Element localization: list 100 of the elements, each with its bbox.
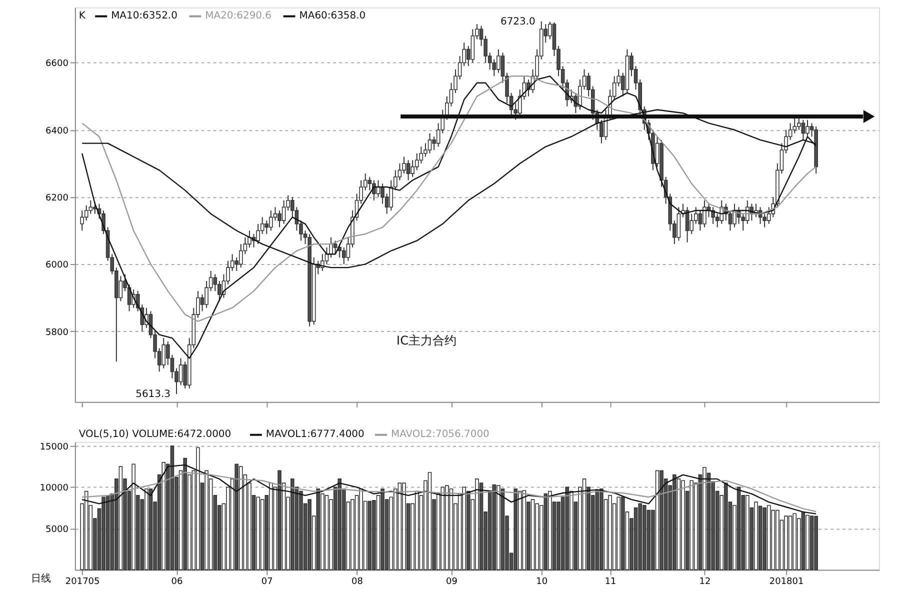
candlestick [676,206,681,242]
candlestick [728,210,732,232]
bar [414,490,419,570]
x-tick-label: 10 [536,577,548,588]
candlestick [162,338,166,369]
y-tick-label: 10000 [40,484,69,494]
y-tick-label: 6400 [46,126,69,136]
bar [196,447,200,570]
bar [681,480,685,570]
candlestick [84,204,88,222]
candlestick [372,180,376,201]
annotation: IC主力合约 [396,334,456,348]
bar [766,504,771,570]
legend-label: MA10:6352.0 [111,10,178,22]
bar [440,486,445,570]
bar [788,516,792,570]
candlestick [436,122,440,148]
candlestick [578,79,582,110]
candlestick [282,200,286,224]
candlestick [732,203,736,228]
bar [118,466,123,570]
bar [475,478,479,570]
bar [642,504,646,570]
bar [806,514,810,570]
bar [380,488,384,570]
candlestick [380,183,384,204]
candlestick [278,210,282,228]
bar [162,462,166,570]
candlestick [428,132,432,154]
candlestick [80,210,84,232]
candlestick [213,274,218,292]
candlestick [424,142,428,158]
bar [260,499,264,570]
bar [608,495,612,570]
bar [402,482,406,570]
y-tick-label: 6600 [46,59,69,70]
bar [518,490,522,570]
candlestick [470,28,475,64]
bar [256,496,260,570]
y-tick-label: 5800 [46,328,69,338]
bar [660,470,664,570]
x-tick-label: 11 [604,577,616,588]
bar [530,499,535,570]
bar [324,495,329,570]
bar [338,478,342,570]
x-tick-label: 06 [171,577,183,588]
bar [398,482,402,570]
bar [522,490,526,570]
candlestick [256,223,260,245]
bar [428,472,432,570]
bar [595,490,600,570]
candlestick [248,230,252,248]
candlestick [389,180,394,211]
bar [776,510,780,570]
annotation: K [78,10,86,22]
bar [758,506,762,570]
bar [754,502,758,570]
bar [144,488,148,570]
x-tick-label: 12 [699,577,711,588]
legend-label: MAVOL1:6777.4000 [266,428,364,440]
bar [548,490,552,570]
line-series [81,464,817,514]
x-tick-label: 07 [261,577,273,588]
x-tick-label: 201801 [769,577,804,588]
bar [634,507,638,570]
candlestick [178,358,183,386]
y-tick-label: 6000 [46,260,69,271]
bar [350,499,354,570]
candlestick [711,206,715,224]
bar [582,478,586,570]
bar [170,446,174,570]
bar [204,470,208,570]
candlestick [600,119,604,144]
annotation: 5613.3 [136,389,170,400]
candlestick [406,160,410,181]
text: 日线 [30,572,51,585]
bar [784,516,788,570]
annotation: 6723.0 [500,16,536,28]
bar [479,482,484,570]
bar [616,496,621,570]
line-series [81,472,817,512]
bar [368,500,372,570]
candlestick [204,280,208,308]
y-tick-label: 6200 [46,194,69,204]
bar [702,467,706,570]
candlestick [368,176,372,191]
candlestick [806,119,810,138]
x-tick-label: 08 [352,577,364,588]
candlestick [801,119,806,140]
bar [814,516,818,570]
bar [801,512,806,570]
bar [106,495,110,570]
bar [290,478,294,570]
legend-label: MAVOL2:7056.7000 [390,428,490,440]
bar [278,470,282,570]
bar [299,490,303,570]
y-tick-label: 15000 [40,442,69,452]
x-tick-label: 09 [446,577,458,588]
candlestick [702,200,706,228]
bar [148,488,153,570]
